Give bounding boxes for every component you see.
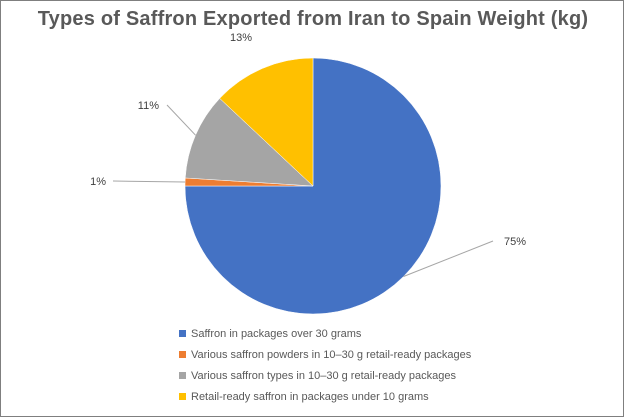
data-label: 13%: [230, 32, 252, 44]
data-label: 75%: [504, 236, 526, 248]
legend-label: Various saffron types in 10–30 g retail-…: [191, 369, 456, 382]
data-label: 1%: [90, 176, 106, 188]
leader-line: [403, 240, 494, 277]
leader-lines: [112, 104, 494, 277]
legend-item: Saffron in packages over 30 grams: [179, 323, 599, 344]
data-labels: 75% 1% 11% 13%: [90, 32, 526, 248]
legend-label: Retail-ready saffron in packages under 1…: [191, 390, 429, 403]
data-label: 11%: [138, 100, 159, 112]
pie-slices: [184, 57, 442, 315]
pie-slice: [184, 98, 314, 187]
legend-swatch: [179, 330, 186, 337]
leader-line: [166, 104, 196, 136]
leader-line: [112, 180, 186, 183]
pie-slice: [219, 57, 314, 187]
legend-item: Various saffron types in 10–30 g retail-…: [179, 365, 599, 386]
legend-swatch: [179, 372, 186, 379]
legend-swatch: [179, 351, 186, 358]
legend-item: Various saffron powders in 10–30 g retai…: [179, 344, 599, 365]
legend-label: Saffron in packages over 30 grams: [191, 327, 362, 340]
legend-label: Various saffron powders in 10–30 g retai…: [191, 348, 472, 361]
legend-swatch: [179, 393, 186, 400]
legend: Saffron in packages over 30 grams Variou…: [179, 323, 599, 407]
chart-title: Types of Saffron Exported from Iran to S…: [37, 8, 589, 30]
legend-item: Retail-ready saffron in packages under 1…: [179, 386, 599, 407]
